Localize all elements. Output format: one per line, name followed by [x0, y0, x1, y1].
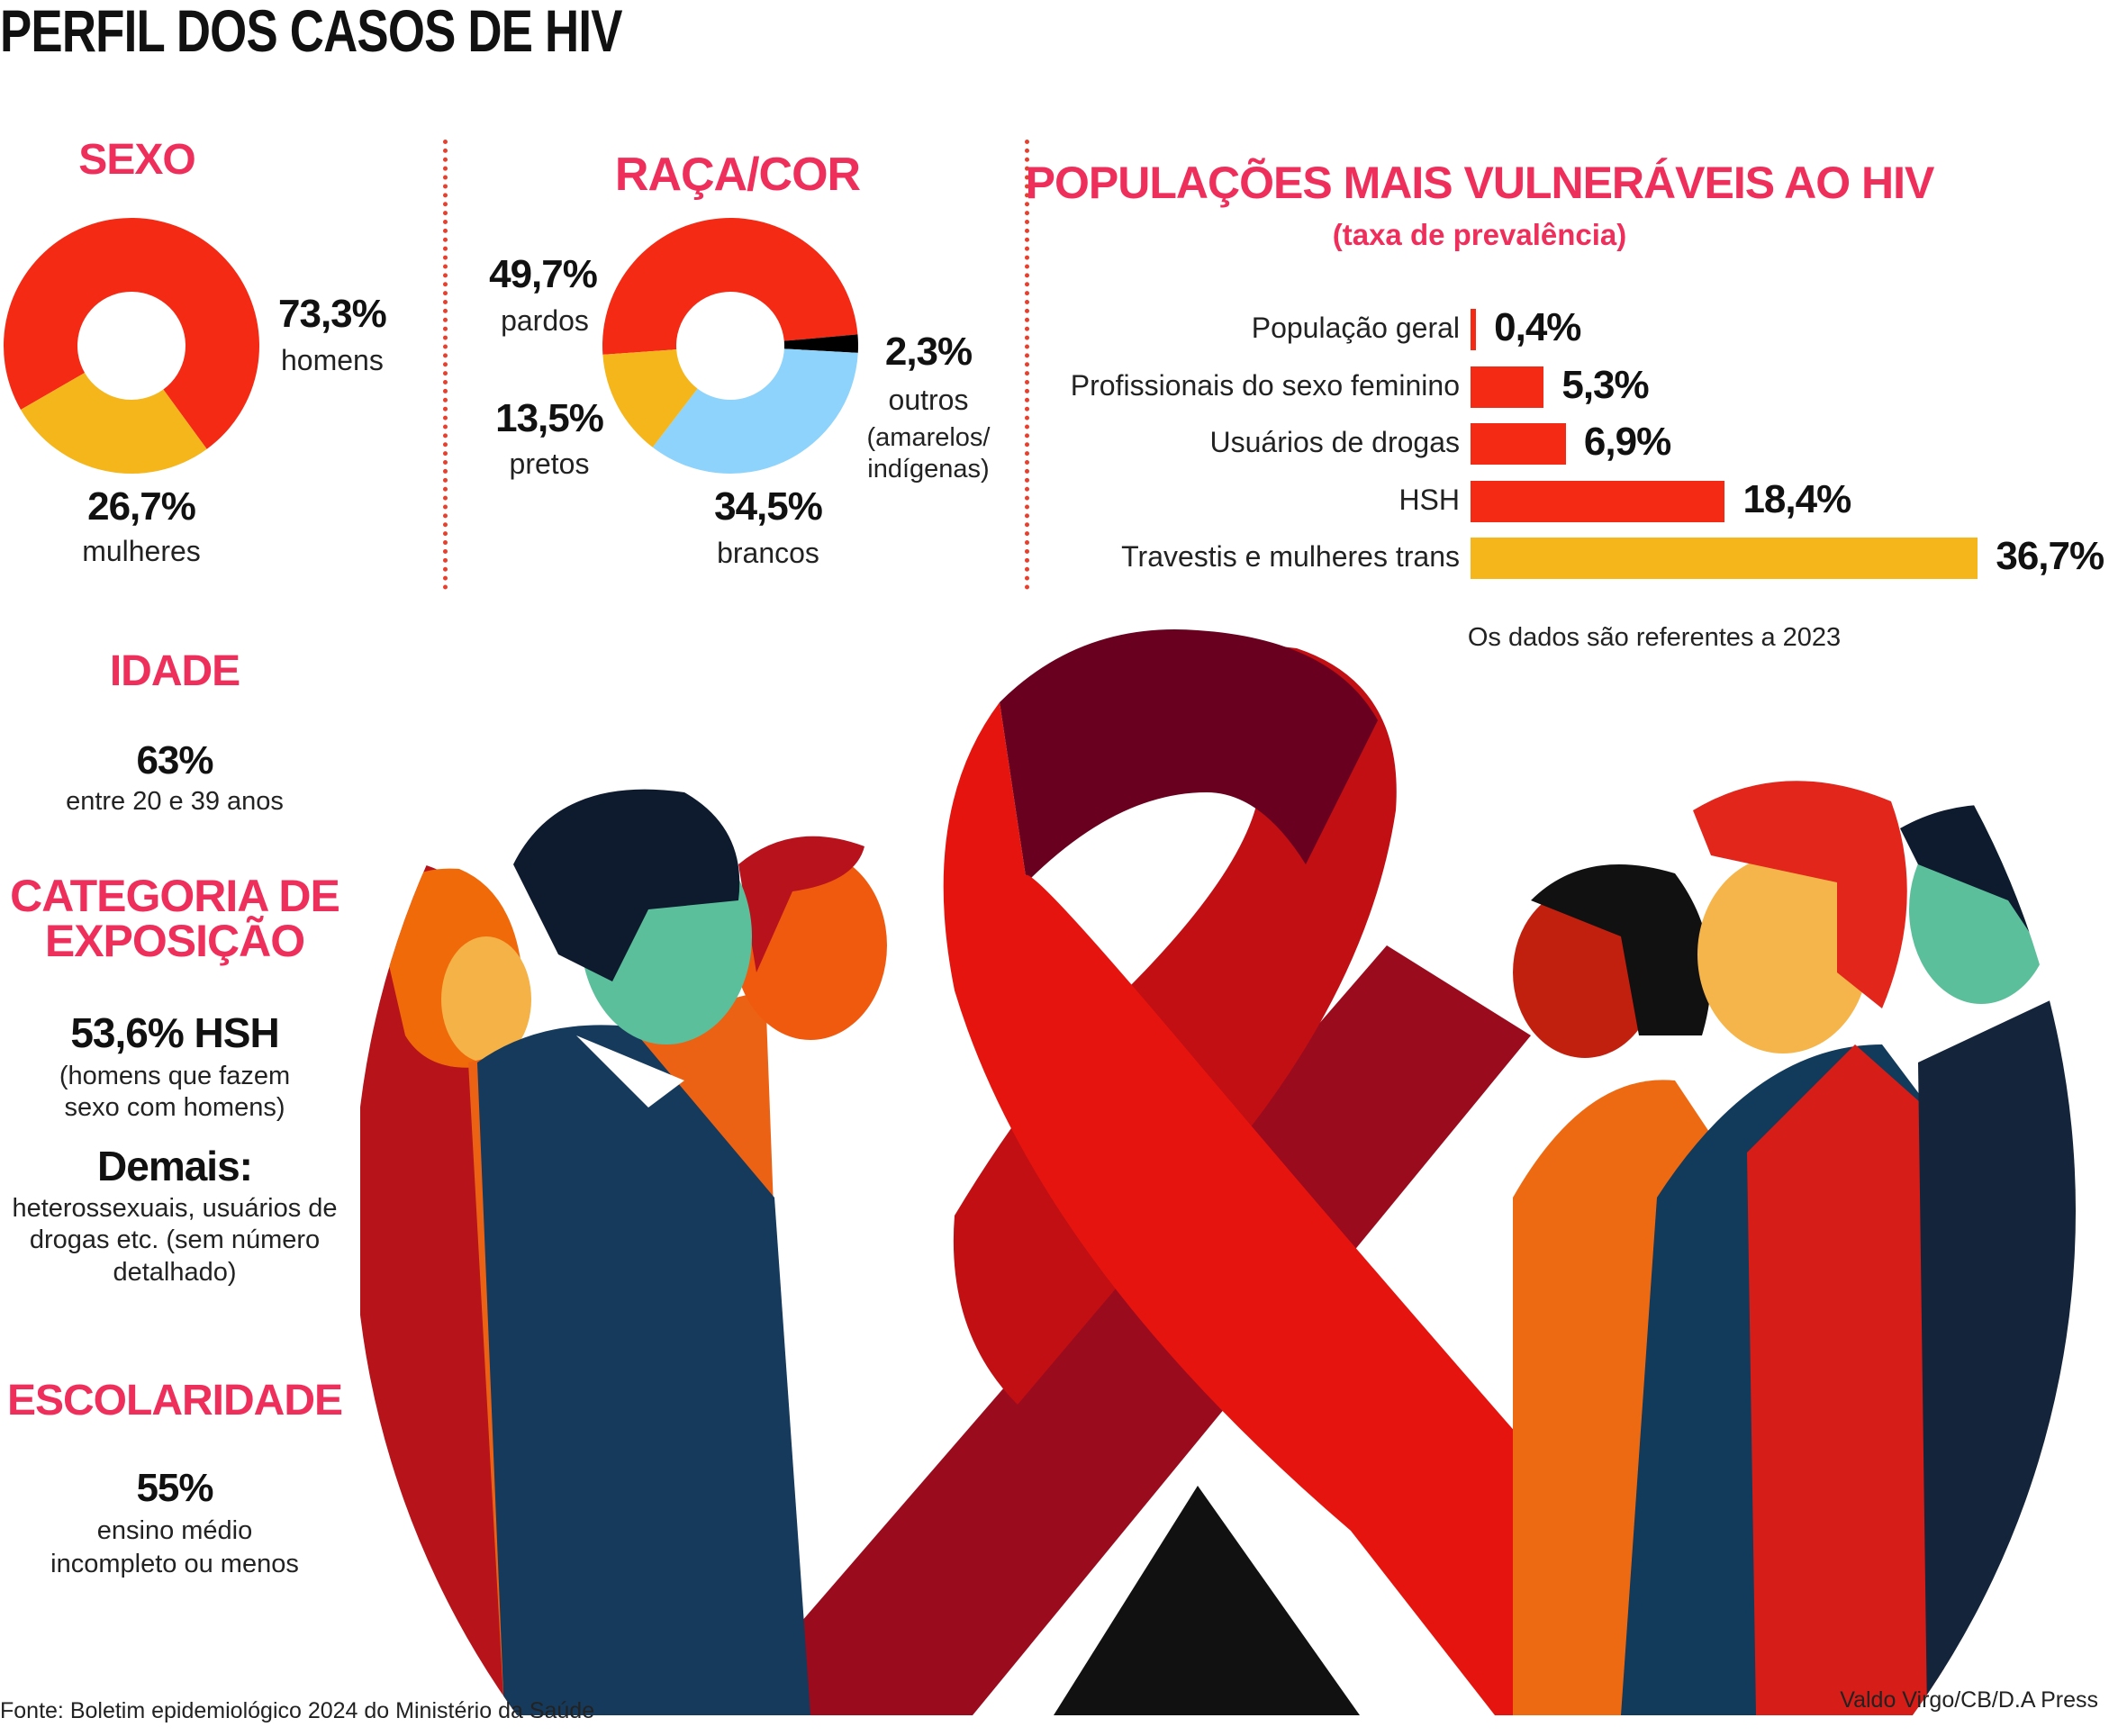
bar — [1471, 309, 1477, 350]
raca-pardos-label: pardos — [501, 304, 589, 337]
categoria-demais: Demais: — [97, 1143, 253, 1189]
escolaridade-desc: incompleto ou menos — [50, 1550, 299, 1578]
donut-slice-outros — [783, 334, 858, 353]
bar-value-label: 6,9% — [1583, 420, 1671, 464]
sexo-donut-chart — [4, 218, 259, 474]
raca-outros-value: 2,3% — [884, 330, 973, 374]
categoria-value: 53,6% HSH — [70, 1009, 279, 1056]
bar — [1471, 366, 1544, 408]
person-suit-man — [477, 1025, 810, 1715]
ribbon-top — [1000, 629, 1378, 882]
bar — [1471, 423, 1566, 465]
bar — [1471, 538, 1978, 579]
person-dark-suit — [1918, 990, 2076, 1715]
bar-value-label: 0,4% — [1494, 305, 1581, 349]
page-title: PERFIL DOS CASOS DE HIV — [0, 0, 622, 64]
divider — [1025, 140, 1029, 590]
raca-brancos-label: brancos — [717, 537, 819, 569]
idade-heading: IDADE — [109, 647, 240, 695]
raca-outros-label: outros — [888, 384, 969, 416]
bar-value-label: 5,3% — [1561, 363, 1649, 407]
escolaridade-value: 55% — [136, 1466, 213, 1510]
ribbon-left-leg — [720, 945, 1531, 1715]
ribbon-right-leg — [943, 702, 1765, 1715]
raca-heading: RAÇA/COR — [614, 149, 861, 201]
raca-outros-sublabel: indígenas) — [867, 455, 990, 484]
categoria-desc: (homens que fazem — [59, 1062, 291, 1090]
bar-value-label: 18,4% — [1742, 477, 1851, 521]
idade-value: 63% — [136, 738, 213, 782]
categoria-desc: sexo com homens) — [64, 1093, 285, 1122]
raca-outros-sublabel: (amarelos/ — [866, 423, 991, 452]
populacoes-note: Os dados são referentes a 2023 — [1467, 623, 1842, 652]
categoria-heading: EXPOSIÇÃO — [44, 916, 305, 966]
sexo-homens-value: 73,3% — [278, 292, 387, 336]
idade-desc: entre 20 e 39 anos — [66, 787, 284, 816]
categoria-demais-desc: heterossexuais, usuários de — [12, 1194, 338, 1223]
raca-pretos-label: pretos — [509, 448, 590, 480]
sexo-mulheres-value: 26,7% — [87, 484, 196, 529]
bar-label: População geral — [1251, 312, 1460, 344]
bar-label: Usuários de drogas — [1209, 426, 1460, 458]
sexo-heading: SEXO — [78, 136, 195, 184]
raca-donut-chart — [602, 217, 858, 474]
divider — [443, 140, 448, 590]
donut-slice-homens — [4, 218, 259, 449]
bar — [1471, 481, 1725, 522]
raca-pardos-value: 49,7% — [489, 252, 598, 296]
categoria-heading: CATEGORIA DE — [10, 871, 340, 921]
escolaridade-desc: ensino médio — [96, 1516, 253, 1545]
categoria-demais-desc: drogas etc. (sem número — [29, 1225, 321, 1254]
donut-slice-pardos — [602, 217, 858, 355]
sexo-homens-label: homens — [281, 344, 384, 376]
bar-label: Travestis e mulheres trans — [1121, 540, 1460, 573]
escolaridade-heading: ESCOLARIDADE — [6, 1377, 343, 1424]
raca-brancos-value: 34,5% — [714, 484, 823, 529]
bar-value-label: 36,7% — [1996, 534, 2104, 578]
sexo-mulheres-label: mulheres — [82, 535, 201, 567]
populacoes-subheading: (taxa de prevalência) — [1332, 218, 1627, 251]
bar-label: Profissionais do sexo feminino — [1070, 369, 1460, 402]
source-note: Fonte: Boletim epidemiológico 2024 do Mi… — [0, 1698, 595, 1723]
credit: Valdo Virgo/CB/D.A Press — [1840, 1687, 2098, 1713]
bar-label: HSH — [1398, 484, 1460, 516]
donut-slice-mulheres — [21, 373, 207, 474]
ribbon-shadow — [1054, 1486, 1360, 1715]
raca-pretos-value: 13,5% — [495, 396, 604, 440]
donut-slice-brancos — [652, 348, 858, 474]
populacoes-heading: POPULAÇÕES MAIS VULNERÁVEIS AO HIV — [1025, 158, 1935, 208]
categoria-demais-desc: detalhado) — [113, 1258, 237, 1287]
donut-slice-pretos — [602, 349, 698, 448]
